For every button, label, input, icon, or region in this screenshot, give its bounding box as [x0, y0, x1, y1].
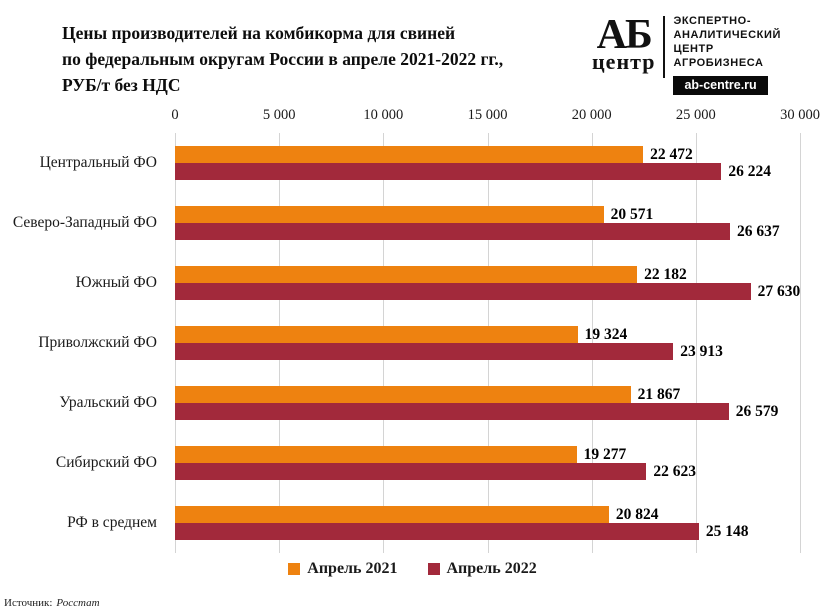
- bar-value-label: 19 277: [583, 445, 627, 463]
- bar-value-label: 25 148: [705, 522, 749, 540]
- logo-org-line-3: ЦЕНТР: [673, 43, 714, 55]
- bar-value-label: 21 867: [637, 385, 681, 403]
- x-tick-label: 20 000: [571, 107, 612, 123]
- bar-group: 22 472 26 224: [175, 133, 800, 193]
- logo-monogram-sub: центр: [592, 49, 656, 74]
- logo-org-block: ЭКСПЕРТНО- АНАЛИТИЧЕСКИЙ ЦЕНТР АГРОБИЗНЕ…: [673, 14, 781, 95]
- bar-row: 19 277: [175, 446, 800, 463]
- bar-group: 20 824 25 148: [175, 493, 800, 553]
- category-label: Северо-Западный ФО: [12, 214, 157, 231]
- bar-value-label: 19 324: [584, 325, 628, 343]
- bar: [175, 283, 751, 300]
- bar: [175, 266, 638, 283]
- legend-item-april-2021: Апрель 2021: [288, 560, 398, 578]
- bar-group: 19 277 22 623: [175, 433, 800, 493]
- chart-title: Цены производителей на комбикорма для св…: [62, 20, 582, 98]
- category-label: Приволжский ФО: [38, 334, 157, 351]
- gridline: [800, 133, 801, 553]
- bar-row: 22 623: [175, 463, 800, 480]
- bar-value-label: 26 637: [736, 222, 780, 240]
- x-tick-label: 10 000: [363, 107, 404, 123]
- bar-value-label: 22 182: [644, 265, 687, 283]
- bar-group: 20 571 26 637: [175, 193, 800, 253]
- bar-group: 22 182 27 630: [175, 253, 800, 313]
- bar-value-label: 20 824: [615, 505, 659, 523]
- x-tick-label: 25 000: [675, 107, 716, 123]
- bar: [175, 523, 699, 540]
- bar-row: 26 637: [175, 223, 800, 240]
- bar-row: 20 571: [175, 206, 800, 223]
- category-label: Уральский ФО: [59, 394, 157, 411]
- logo-divider: [663, 16, 666, 78]
- source-label: Источник:: [4, 597, 53, 609]
- bar-value-label: 23 913: [680, 342, 723, 360]
- x-tick-label: 5 000: [262, 107, 296, 123]
- bar: [175, 163, 722, 180]
- bar-row: 22 182: [175, 266, 800, 283]
- ab-centre-logo: АБ центр ЭКСПЕРТНО- АНАЛИТИЧЕСКИЙ ЦЕНТР …: [592, 14, 781, 95]
- bar: [175, 386, 631, 403]
- bar-value-label: 27 630: [757, 282, 801, 300]
- bar-group: 19 324 23 913: [175, 313, 800, 373]
- x-tick-label: 0: [171, 107, 179, 123]
- category-label: РФ в среднем: [67, 514, 157, 531]
- bar-row: 20 824: [175, 506, 800, 523]
- bar-value-label: 26 579: [735, 402, 779, 420]
- category-label: Южный ФО: [75, 274, 157, 291]
- bar-row: 19 324: [175, 326, 800, 343]
- bar-value-label: 20 571: [610, 205, 654, 223]
- legend-swatch: [427, 563, 440, 575]
- bar-row: 23 913: [175, 343, 800, 360]
- bar-row: 22 472: [175, 146, 800, 163]
- logo-org-line-2: АНАЛИТИЧЕСКИЙ: [673, 29, 781, 41]
- bar-group: 21 867 26 579: [175, 373, 800, 433]
- plot-area: 22 472 26 224 20 571 26 637 22 182 27 630 19 3…: [175, 133, 801, 553]
- gridline: [695, 133, 697, 553]
- category-label: Сибирский ФО: [55, 454, 157, 471]
- bar: [175, 146, 644, 163]
- logo-org-line-4: АГРОБИЗНЕСА: [673, 57, 764, 69]
- x-tick-label: 15 000: [467, 107, 508, 123]
- logo-org-line-1: ЭКСПЕРТНО-: [673, 15, 752, 27]
- bar: [175, 506, 609, 523]
- source-value: Росстат: [56, 597, 100, 609]
- bar-row: 25 148: [175, 523, 800, 540]
- bar: [175, 206, 604, 223]
- legend-label: Апрель 2022: [446, 560, 537, 577]
- legend: Апрель 2021 Апрель 2022: [0, 560, 825, 578]
- x-axis: 0 5 000 10 000 15 000 20 000 25 000 30 000: [171, 107, 820, 125]
- bar-row: 21 867: [175, 386, 800, 403]
- bar: [175, 403, 729, 420]
- bar: [175, 326, 578, 343]
- bar-row: 26 579: [175, 403, 800, 420]
- bar: [175, 463, 647, 480]
- bar: [175, 446, 577, 463]
- chart-title-line-3: РУБ/т без НДС: [62, 75, 181, 95]
- chart-title-line-1: Цены производителей на комбикорма для св…: [62, 23, 456, 43]
- legend-item-april-2022: Апрель 2022: [427, 560, 537, 578]
- logo-site-badge: ab-centre.ru: [673, 76, 768, 95]
- logo-monogram-block: АБ центр: [592, 12, 656, 74]
- bar-value-label: 22 472: [650, 145, 693, 163]
- legend-label: Апрель 2021: [307, 560, 398, 577]
- source-note: Источник: Росстат: [4, 597, 100, 609]
- category-labels: Центральный ФО Северо-Западный ФО Южный ФО…: [0, 133, 167, 553]
- x-tick-label: 30 000: [780, 107, 820, 123]
- bar-row: 26 224: [175, 163, 800, 180]
- bar-row: 27 630: [175, 283, 800, 300]
- chart-title-line-2: по федеральным округам России в апреле 2…: [62, 49, 504, 69]
- bar-value-label: 26 224: [728, 162, 771, 180]
- bar-value-label: 22 623: [653, 462, 696, 480]
- legend-swatch: [288, 563, 301, 575]
- bar: [175, 223, 730, 240]
- bar: [175, 343, 674, 360]
- logo-monogram: АБ: [596, 12, 653, 58]
- category-label: Центральный ФО: [39, 154, 157, 171]
